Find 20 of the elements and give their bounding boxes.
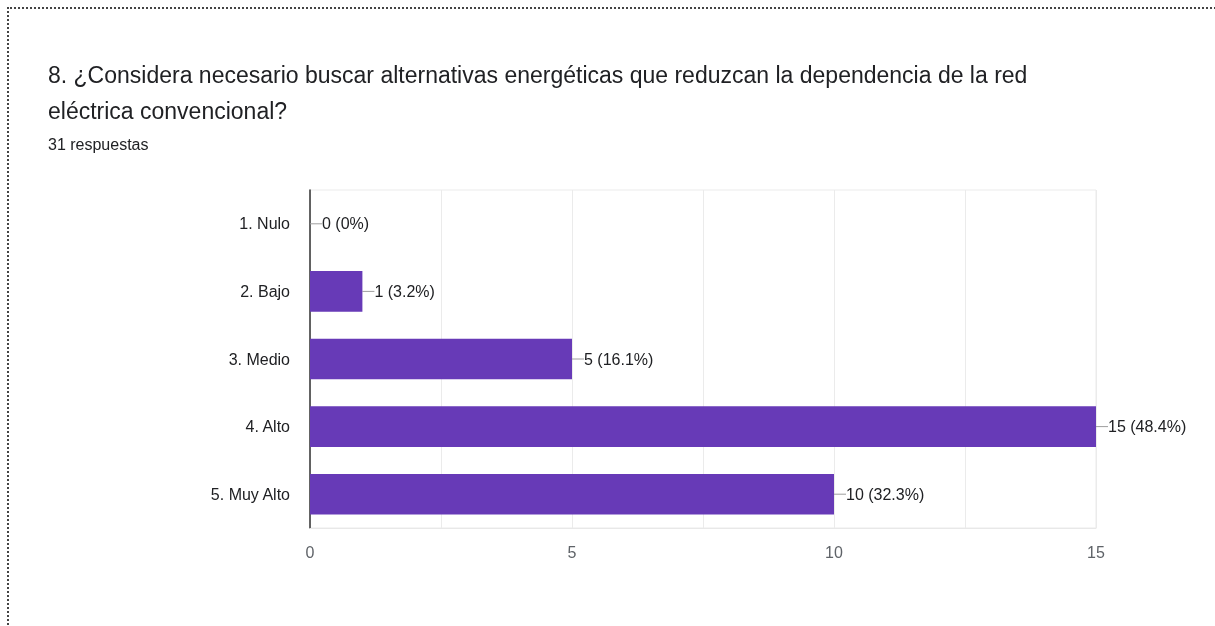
data-label: 0 (0%): [322, 215, 370, 233]
y-tick-label: 2. Bajo: [240, 282, 291, 300]
chart-title: 8. ¿Considera necesario buscar alternativas energéticas que reduzcan la dependencia de la red eléctrica convencional?: [48, 61, 1029, 126]
x-tick-label: 15: [1087, 543, 1105, 561]
data-label: 5 (16.1%): [584, 350, 654, 368]
data-label: 1 (3.2%): [374, 282, 435, 300]
text: 31 respuestas: [48, 135, 149, 155]
y-tick-label: 3. Medio: [228, 350, 291, 368]
x-tick-label: 10: [825, 543, 843, 561]
y-tick-label: 4. Alto: [245, 418, 291, 436]
x-tick-label: 5: [567, 543, 577, 561]
bar: [310, 271, 363, 312]
bar: [310, 338, 572, 380]
bar: [310, 473, 834, 515]
bar: [310, 406, 1096, 447]
y-tick-label: 5. Muy Alto: [210, 485, 291, 503]
data-label: 15 (48.4%): [1108, 418, 1187, 436]
x-tick-label: 0: [305, 543, 315, 561]
y-tick-label: 1. Nulo: [239, 215, 291, 233]
data-label: 10 (32.3%): [846, 485, 925, 503]
